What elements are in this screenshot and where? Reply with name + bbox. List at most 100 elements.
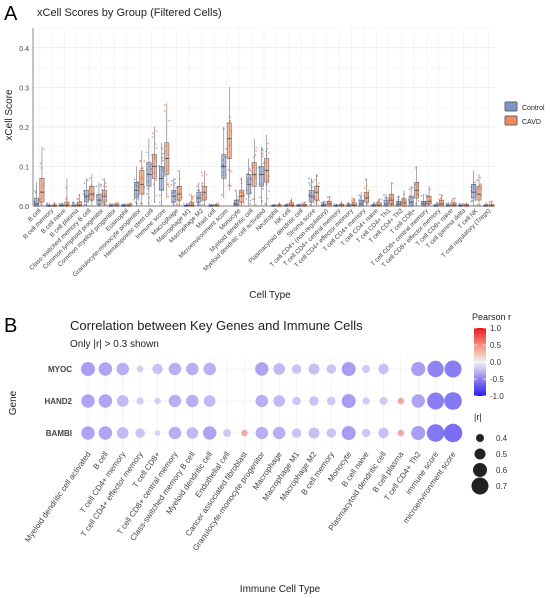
jitter-point	[130, 202, 133, 205]
colorbar-tick-label: -1.0	[490, 392, 504, 401]
cavd-box-b-cell	[38, 146, 45, 206]
dot-myoc-monocyte	[341, 362, 356, 376]
jitter-point	[42, 148, 45, 150]
legend-control-swatch	[504, 101, 518, 112]
cavd-box-t-cell-gamma-delta	[463, 202, 470, 207]
jitter-point	[158, 164, 160, 167]
jitter-point	[351, 197, 354, 200]
jitter-point	[261, 200, 263, 203]
jitter-point	[86, 179, 89, 182]
control-box-class-switched-memory-b-cell	[83, 178, 90, 207]
dot-bambi-immune-score	[426, 424, 445, 442]
plot-background	[76, 357, 463, 449]
jitter-point	[40, 167, 43, 169]
dot-myoc-macrophage-m2	[308, 363, 320, 375]
box	[451, 202, 457, 207]
box	[351, 202, 357, 207]
jitter-point	[83, 203, 86, 206]
dot-myoc-immune-score	[427, 360, 444, 378]
cavd-box-t-cell-cd4-effector-memory	[351, 197, 358, 207]
jitter-point	[139, 160, 142, 163]
dot-myoc-b-cell-naive	[362, 365, 371, 373]
jitter-point	[267, 152, 270, 154]
colorbar-tick-label: -0.5	[490, 375, 504, 384]
jitter-point	[65, 196, 68, 199]
jitter-point	[201, 184, 203, 187]
dot-bambi-plasmacytoid-dendritic-cell	[378, 427, 389, 439]
jitter-point	[227, 184, 230, 187]
jitter-point	[187, 203, 190, 206]
jitter-point	[230, 170, 233, 173]
jitter-point	[474, 205, 477, 207]
control-box-microenvironment-score	[220, 126, 228, 199]
jitter-point	[333, 203, 335, 205]
jitter-point	[367, 189, 370, 192]
dot-hand2-macrophage	[273, 395, 285, 407]
jitter-point	[462, 203, 465, 205]
dot-hand2-monocyte	[341, 394, 356, 408]
jitter-point	[242, 202, 245, 205]
jitter-point	[317, 205, 320, 207]
jitter-point	[158, 194, 161, 197]
dot-hand2-macrophage-m1	[292, 396, 301, 406]
jitter-point	[326, 196, 329, 199]
jitter-point	[139, 202, 142, 205]
jitter-point	[420, 194, 423, 197]
jitter-point	[142, 167, 144, 169]
jitter-point	[376, 200, 379, 203]
y-tick-label: 0.3	[19, 85, 29, 92]
jitter-point	[238, 203, 241, 206]
jitter-point	[346, 202, 349, 205]
jitter-point	[46, 202, 49, 205]
jitter-point	[258, 196, 261, 199]
jitter-point	[251, 198, 254, 201]
cavd-box-macrophage-m2	[200, 170, 208, 206]
jitter-point	[255, 146, 258, 149]
box	[439, 199, 444, 207]
chart-b-subtitle: Only |r| > 0.3 shown	[70, 339, 159, 350]
cavd-box-class-switched-memory-b-cell	[88, 174, 95, 206]
jitter-point	[437, 203, 439, 206]
jitter-point	[383, 193, 385, 196]
cavd-box-t-cell-cd8	[414, 166, 420, 206]
jitter-point	[152, 183, 155, 186]
jitter-point	[261, 149, 264, 152]
dot-hand2-myeloid-dendritic-cell-activated	[81, 394, 95, 408]
chart-a-title: xCell Scores by Group (Filtered Cells)	[37, 7, 222, 19]
jitter-point	[182, 203, 185, 206]
dot-bambi-b-cell	[98, 426, 113, 440]
jitter-point	[320, 201, 323, 204]
jitter-point	[309, 184, 311, 187]
jitter-point	[248, 195, 250, 198]
box	[408, 195, 414, 207]
dot-bambi-t-cell-cd4-memory	[116, 427, 129, 439]
jitter-point	[351, 199, 353, 202]
cavd-box-plasmacytoid-dendritic-cell	[301, 201, 308, 207]
jitter-point	[266, 197, 269, 200]
control-box-monocyte	[232, 189, 240, 207]
jitter-point	[230, 185, 233, 188]
box	[383, 199, 389, 207]
jitter-point	[102, 178, 104, 181]
cavd-box-t-cell-cd4-memory	[363, 178, 370, 206]
jitter-point	[452, 197, 454, 200]
box	[471, 183, 476, 199]
dot-bambi-cancer-associated-fibroblast	[241, 429, 248, 437]
control-box-macrophage	[170, 178, 177, 206]
control-box-stroma-score	[307, 177, 315, 206]
jitter-point	[191, 196, 193, 199]
jitter-point	[311, 181, 314, 184]
dot-myoc-b-cell	[98, 362, 113, 376]
cavd-box-t-cell-cd4-th1	[388, 182, 395, 207]
jitter-point	[175, 186, 177, 189]
dot-bambi-b-cell-naive	[361, 428, 371, 438]
jitter-point	[83, 182, 86, 185]
jitter-point	[58, 203, 61, 206]
control-box-macrophage-m2	[196, 182, 203, 207]
cavd-box-t-cell-cd4-central-memory	[339, 201, 345, 207]
jitter-point	[161, 159, 164, 162]
size-legend-dot	[473, 463, 487, 477]
jitter-point	[193, 195, 196, 198]
jitter-point	[133, 198, 135, 201]
